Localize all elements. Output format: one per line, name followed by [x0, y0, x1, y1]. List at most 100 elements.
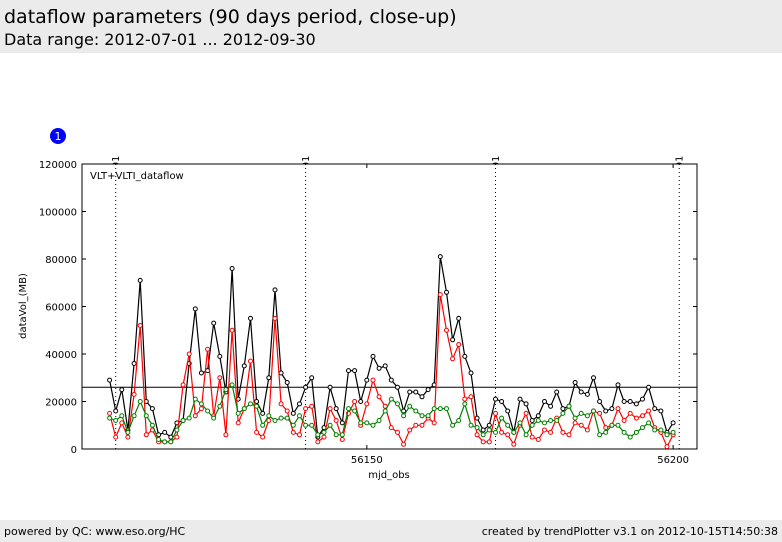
data-point — [303, 422, 309, 428]
data-point — [566, 403, 572, 409]
data-point — [633, 401, 639, 407]
data-point — [395, 429, 400, 435]
data-point — [370, 422, 376, 428]
data-point — [260, 434, 266, 440]
data-point — [241, 406, 247, 412]
data-point — [597, 432, 603, 438]
data-point — [603, 408, 609, 414]
chart: 1 2012-07-012012-08-012012-09-012012-10-… — [18, 128, 698, 481]
data-point — [548, 418, 554, 423]
series-3 — [107, 382, 676, 445]
data-point — [499, 415, 505, 421]
data-point — [278, 370, 284, 376]
data-point — [499, 429, 505, 435]
data-point — [609, 422, 615, 428]
data-point — [578, 422, 584, 428]
data-point — [474, 415, 480, 421]
data-point — [640, 425, 645, 431]
data-point — [444, 406, 449, 412]
data-point — [168, 439, 174, 445]
y-tick-label: 60000 — [45, 303, 77, 314]
data-point — [266, 418, 272, 423]
data-point — [290, 422, 296, 428]
data-point — [511, 429, 517, 435]
data-point — [131, 361, 137, 366]
y-tick-label: 40000 — [45, 350, 77, 361]
data-point — [211, 320, 217, 326]
data-point — [633, 429, 639, 435]
data-point — [358, 399, 364, 404]
data-point — [535, 418, 541, 423]
data-point — [119, 413, 125, 419]
data-point — [113, 418, 119, 423]
data-point — [186, 415, 192, 421]
data-point — [560, 429, 566, 435]
data-point — [364, 401, 370, 407]
data-point — [235, 410, 241, 416]
data-point — [284, 380, 290, 385]
data-point — [272, 418, 278, 423]
page-title: dataflow parameters (90 days period, clo… — [4, 6, 457, 28]
data-point — [143, 432, 149, 438]
data-point — [615, 406, 621, 412]
data-point — [584, 427, 590, 433]
footer-bar: powered by QC: www.eso.org/HC created by… — [0, 520, 782, 542]
data-point — [425, 413, 431, 419]
data-point — [223, 387, 229, 393]
x-axis-label: mjd_obs — [368, 470, 410, 481]
data-point — [480, 432, 486, 438]
data-point — [107, 410, 113, 416]
data-point — [646, 408, 652, 414]
data-point — [376, 394, 382, 400]
data-point — [346, 406, 351, 412]
data-point — [597, 410, 603, 416]
data-point — [217, 375, 223, 381]
data-point — [437, 292, 443, 298]
data-point — [248, 401, 253, 407]
data-point — [388, 377, 394, 383]
data-point — [131, 391, 137, 397]
data-point — [278, 401, 284, 407]
data-point — [174, 434, 180, 440]
data-point — [505, 408, 511, 414]
data-point — [315, 432, 321, 438]
y-tick-label: 20000 — [45, 398, 77, 409]
data-point — [456, 315, 462, 321]
data-point — [468, 370, 474, 376]
data-point — [198, 370, 204, 376]
data-point — [376, 365, 382, 371]
data-point — [113, 408, 119, 414]
data-point — [646, 420, 652, 426]
panel-label: VLT+VLTI_dataflow — [90, 171, 184, 182]
data-point — [358, 420, 364, 426]
data-point — [572, 380, 578, 385]
data-point — [388, 396, 394, 402]
data-point — [125, 429, 131, 435]
data-point — [670, 420, 676, 426]
data-point — [284, 408, 290, 414]
data-point — [664, 432, 670, 438]
data-point — [327, 406, 333, 412]
data-point — [260, 422, 266, 428]
data-point — [535, 413, 541, 419]
data-point — [407, 427, 413, 433]
data-point — [162, 439, 168, 445]
data-point — [554, 418, 560, 423]
data-point — [217, 403, 223, 409]
data-point — [266, 413, 272, 419]
data-point — [542, 420, 547, 426]
data-point — [333, 432, 339, 438]
data-point — [542, 427, 547, 433]
data-point — [658, 427, 664, 433]
marker-badge[interactable]: 1 — [50, 128, 66, 144]
data-point — [217, 353, 223, 359]
data-point — [107, 377, 113, 383]
data-point — [370, 353, 376, 359]
data-point — [198, 401, 204, 407]
data-point — [505, 422, 511, 428]
data-point — [254, 399, 260, 404]
data-point — [309, 403, 315, 409]
data-point — [309, 375, 315, 381]
marker-circle — [50, 128, 66, 144]
data-point — [554, 389, 560, 395]
